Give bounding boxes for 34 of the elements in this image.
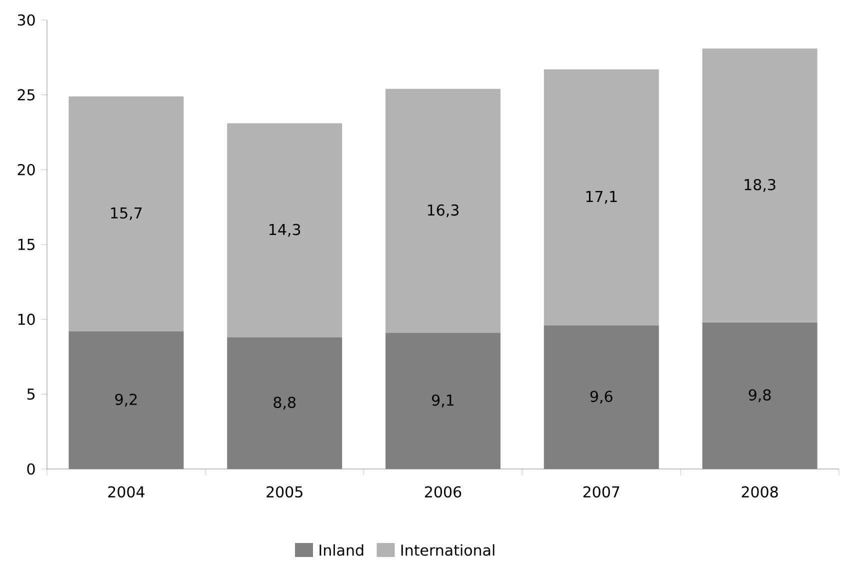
legend-label: Inland (320, 544, 364, 556)
data-label: 9,8 (748, 389, 771, 402)
x-tick-label: 2005 (266, 486, 302, 498)
x-tick-label: 2004 (108, 486, 144, 498)
data-label: 17,1 (586, 191, 617, 204)
x-tick-label: 2006 (425, 486, 462, 498)
data-label: 18,3 (744, 178, 776, 192)
data-label: 9,1 (432, 394, 454, 408)
y-tick-label: 5 (27, 388, 34, 400)
bar (544, 325, 659, 469)
bar (68, 96, 184, 332)
legend-label: International (401, 544, 494, 556)
bar (386, 88, 501, 333)
y-tick-label: 20 (18, 164, 35, 176)
bar (227, 123, 342, 338)
y-tick-label: 0 (27, 463, 35, 475)
bar (386, 332, 501, 469)
data-label: 9,2 (115, 394, 137, 407)
x-tick-label: 2008 (742, 486, 778, 498)
bar (702, 48, 818, 322)
x-tick-label: 2007 (583, 486, 620, 498)
data-label: 8,8 (274, 396, 296, 410)
y-tick-label: 10 (18, 314, 35, 326)
data-label: 16,3 (428, 204, 458, 218)
y-tick-label: 30 (18, 14, 35, 26)
bar (68, 331, 184, 469)
data-label: 9,6 (590, 390, 612, 404)
bar (702, 322, 818, 469)
data-label: 15,7 (111, 207, 142, 220)
bar (227, 337, 342, 469)
bar (544, 69, 659, 326)
y-tick-label: 25 (18, 89, 34, 101)
data-label: 14,3 (270, 224, 300, 237)
y-tick-label: 15 (18, 238, 34, 250)
